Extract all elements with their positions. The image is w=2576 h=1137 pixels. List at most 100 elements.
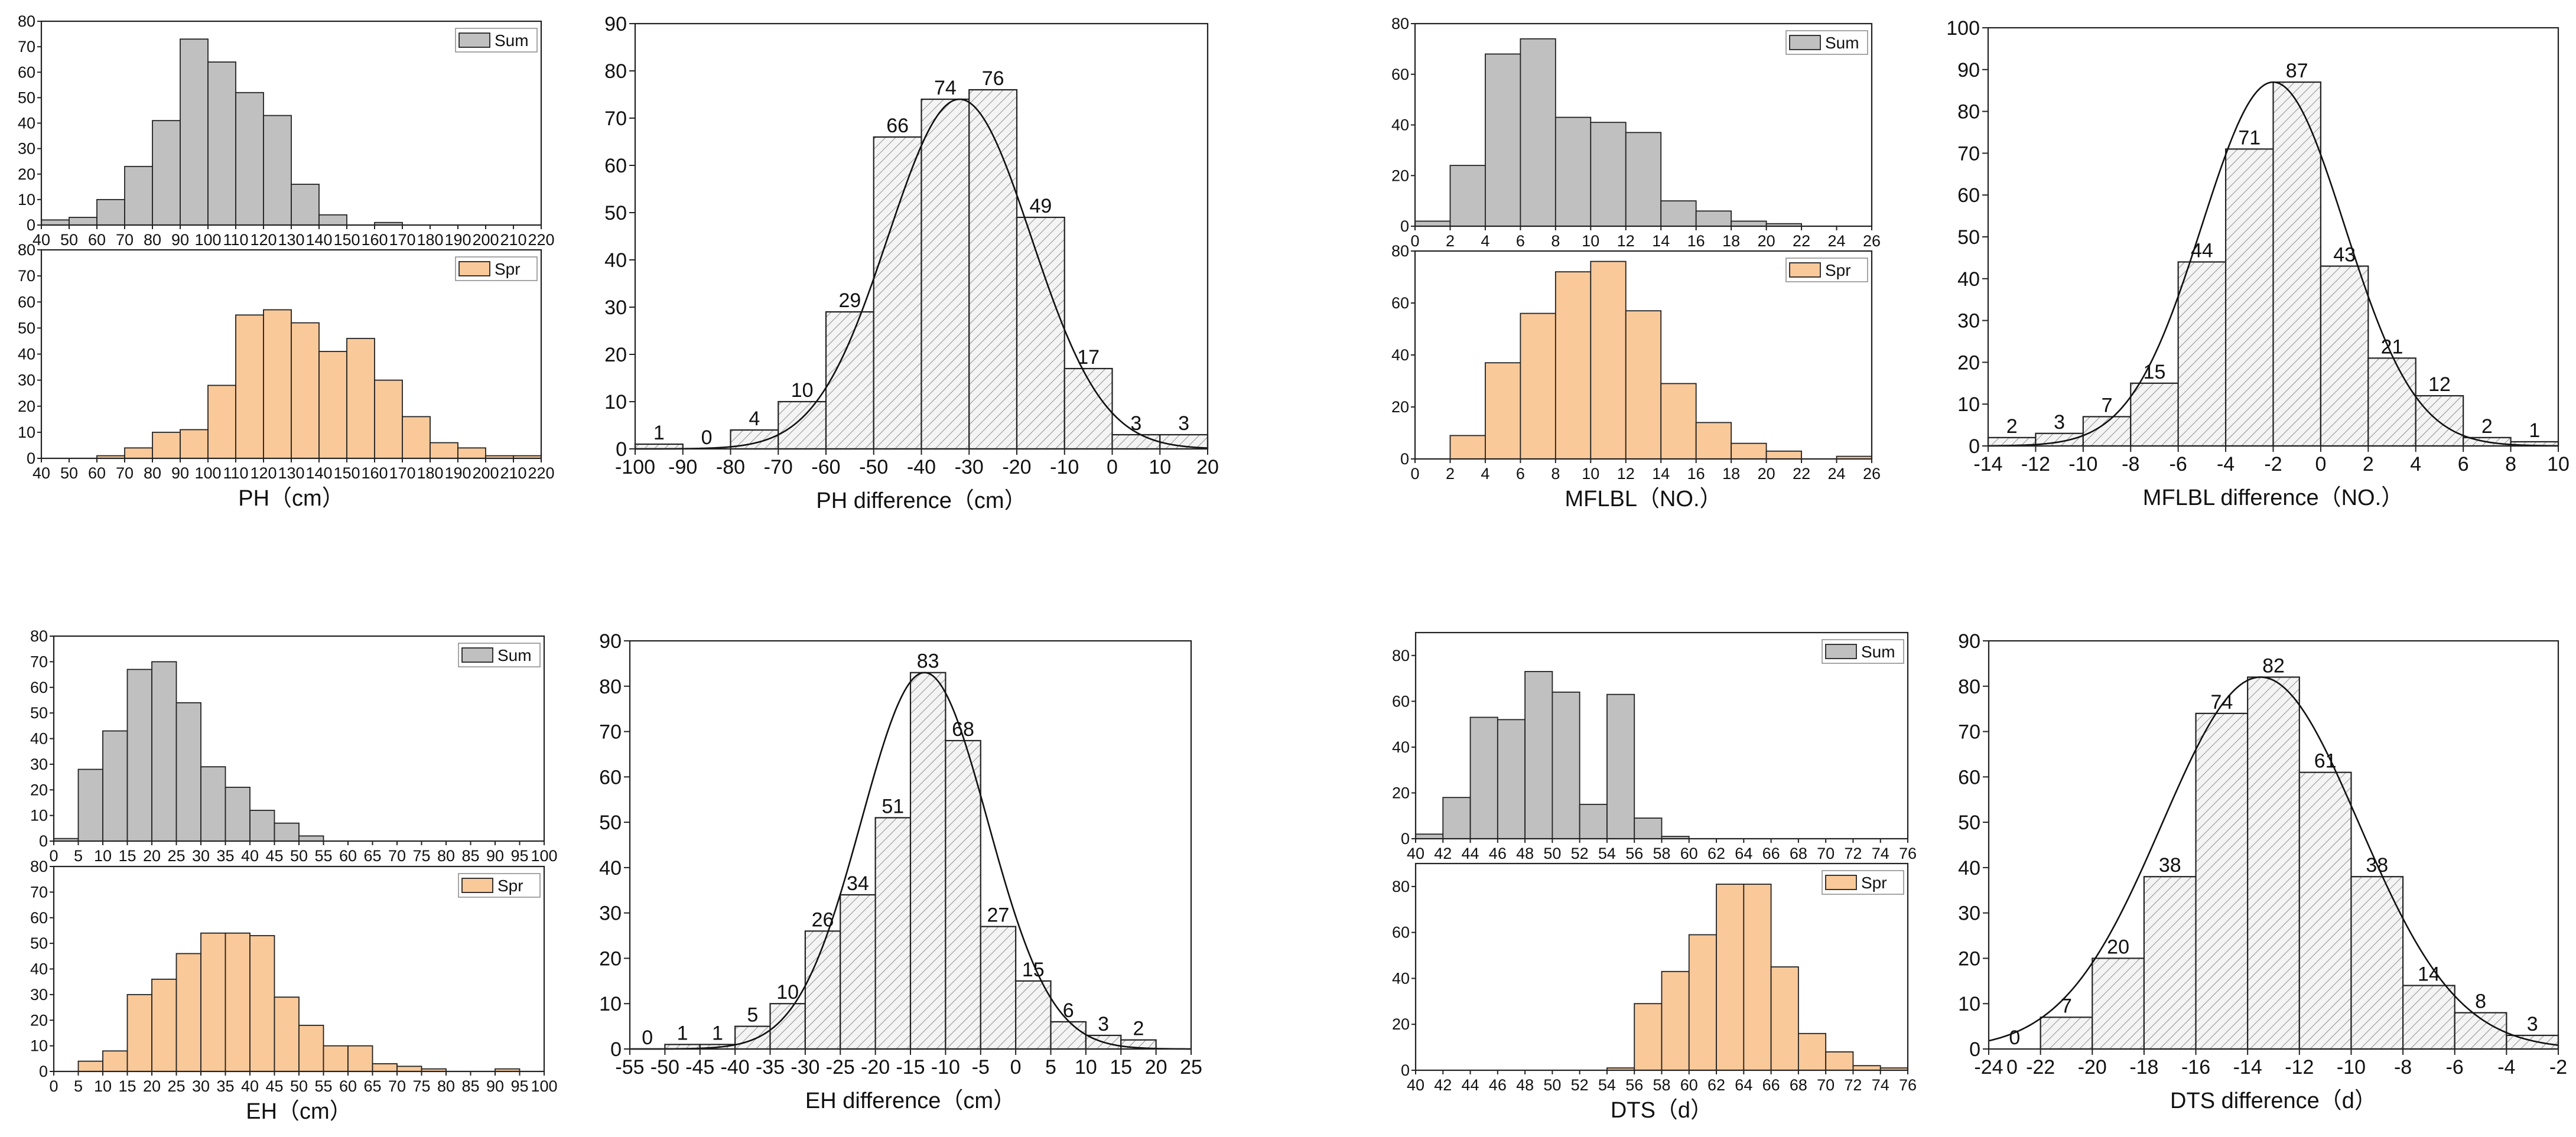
x-tick-label: 0 [2006, 1056, 2018, 1079]
y-tick-label: 30 [1958, 903, 1980, 925]
y-tick-label: 30 [18, 140, 35, 158]
y-tick-label: 40 [18, 346, 35, 363]
x-tick-label: 72 [1844, 1076, 1862, 1094]
bar [1731, 220, 1767, 227]
y-tick-label: 20 [1392, 784, 1410, 802]
y-tick-label: 70 [1958, 721, 1980, 744]
bar [347, 1045, 373, 1072]
y-tick-label: 10 [18, 191, 35, 208]
data-label: 3 [1130, 412, 1141, 435]
y-tick-label: 0 [1969, 435, 1980, 458]
bar [968, 89, 1018, 450]
y-tick-label: 10 [30, 1037, 48, 1055]
x-tick-label: -14 [2233, 1056, 2262, 1079]
x-tick-label: -2 [2264, 453, 2282, 475]
y-tick-label: 20 [1391, 398, 1409, 416]
bar [207, 61, 236, 226]
data-label: 15 [2144, 361, 2166, 383]
legend-swatch [461, 647, 493, 663]
data-label: 15 [1022, 959, 1045, 981]
y-tick-label: 50 [30, 704, 48, 722]
bar [2040, 1017, 2093, 1050]
x-tick-label: -14 [1973, 453, 2002, 475]
y-tick-label: 50 [1957, 226, 1980, 249]
data-label: 0 [2009, 1027, 2020, 1049]
legend: Sum [458, 643, 541, 667]
x-tick-label: 12 [1617, 465, 1635, 483]
x-tick-label: -24 [1974, 1056, 2003, 1079]
data-label: 74 [934, 77, 957, 99]
y-tick-label: 60 [18, 63, 35, 81]
x-tick-label: 20 [1758, 465, 1775, 483]
x-tick-label: 48 [1516, 845, 1534, 862]
y-tick-label: 10 [1958, 993, 1980, 1015]
legend-swatch [1825, 644, 1857, 659]
x-tick-label: 2 [1446, 465, 1455, 483]
y-tick-label: 60 [18, 293, 35, 311]
x-tick-label: 50 [290, 1077, 308, 1095]
y-tick-label: 20 [599, 947, 622, 970]
bar [1554, 116, 1592, 227]
y-tick-label: 40 [1392, 738, 1410, 756]
x-tick-label: 20 [1145, 1056, 1167, 1079]
x-tick-label: 10 [94, 847, 112, 865]
data-label: 49 [1029, 195, 1052, 217]
bar [291, 322, 320, 459]
data-label: 74 [2210, 691, 2233, 714]
data-label: 38 [2366, 854, 2388, 877]
x-tick-label: 15 [118, 847, 136, 865]
bar [1625, 310, 1662, 460]
bar [175, 702, 201, 842]
x-tick-label: -22 [2026, 1056, 2055, 1079]
x-tick-label: -10 [2068, 453, 2097, 475]
x-tick-label: 0 [49, 1077, 58, 1095]
bar [1442, 797, 1471, 839]
bar [1497, 719, 1526, 839]
y-tick-label: 40 [30, 730, 48, 748]
x-tick-label: 50 [290, 847, 308, 865]
legend-label: Spr [1861, 874, 1887, 892]
x-tick-label: 0 [1010, 1056, 1022, 1079]
bar [1554, 271, 1592, 460]
x-tick-label: 4 [1481, 465, 1489, 483]
x-axis-label: EH（cm） [246, 1099, 352, 1124]
bar [1485, 53, 1521, 227]
bar [778, 400, 827, 450]
bar [396, 1066, 422, 1072]
bar [318, 214, 347, 226]
bar [921, 98, 970, 450]
bar [126, 669, 152, 842]
x-tick-label: -30 [955, 456, 984, 478]
y-tick-label: 0 [1969, 1038, 1980, 1061]
x-tick-label: 160 [361, 231, 388, 249]
bar [346, 338, 375, 459]
y-tick-label: 80 [1392, 647, 1410, 664]
normal-fit-curve [635, 98, 1208, 450]
bar [96, 198, 125, 226]
x-tick-label: 80 [437, 1077, 455, 1095]
y-tick-label: 10 [18, 423, 35, 441]
x-tick-label: -50 [859, 456, 888, 478]
data-label: 44 [2191, 239, 2213, 262]
y-tick-label: 10 [599, 993, 622, 1015]
bar [124, 447, 153, 459]
x-tick-label: 210 [500, 231, 526, 249]
x-tick-label: 52 [1571, 845, 1589, 862]
legend-box [1785, 30, 1868, 55]
legend: Sum [1785, 30, 1868, 55]
data-label: 3 [1098, 1013, 1109, 1035]
bar [1688, 934, 1717, 1071]
bar [874, 817, 912, 1050]
x-tick-label: 55 [314, 1077, 332, 1095]
bar [151, 978, 177, 1072]
data-label: 1 [677, 1022, 688, 1044]
bar [175, 953, 201, 1072]
y-tick-label: 60 [1391, 294, 1409, 312]
legend-label: Sum [1825, 34, 1859, 52]
y-tick-label: 10 [1957, 393, 1980, 416]
y-tick-label: 40 [1958, 857, 1980, 879]
chart-dts_diff: 0720387482613814830102030405060708090-22… [1958, 630, 2567, 1113]
bar [1414, 220, 1451, 227]
